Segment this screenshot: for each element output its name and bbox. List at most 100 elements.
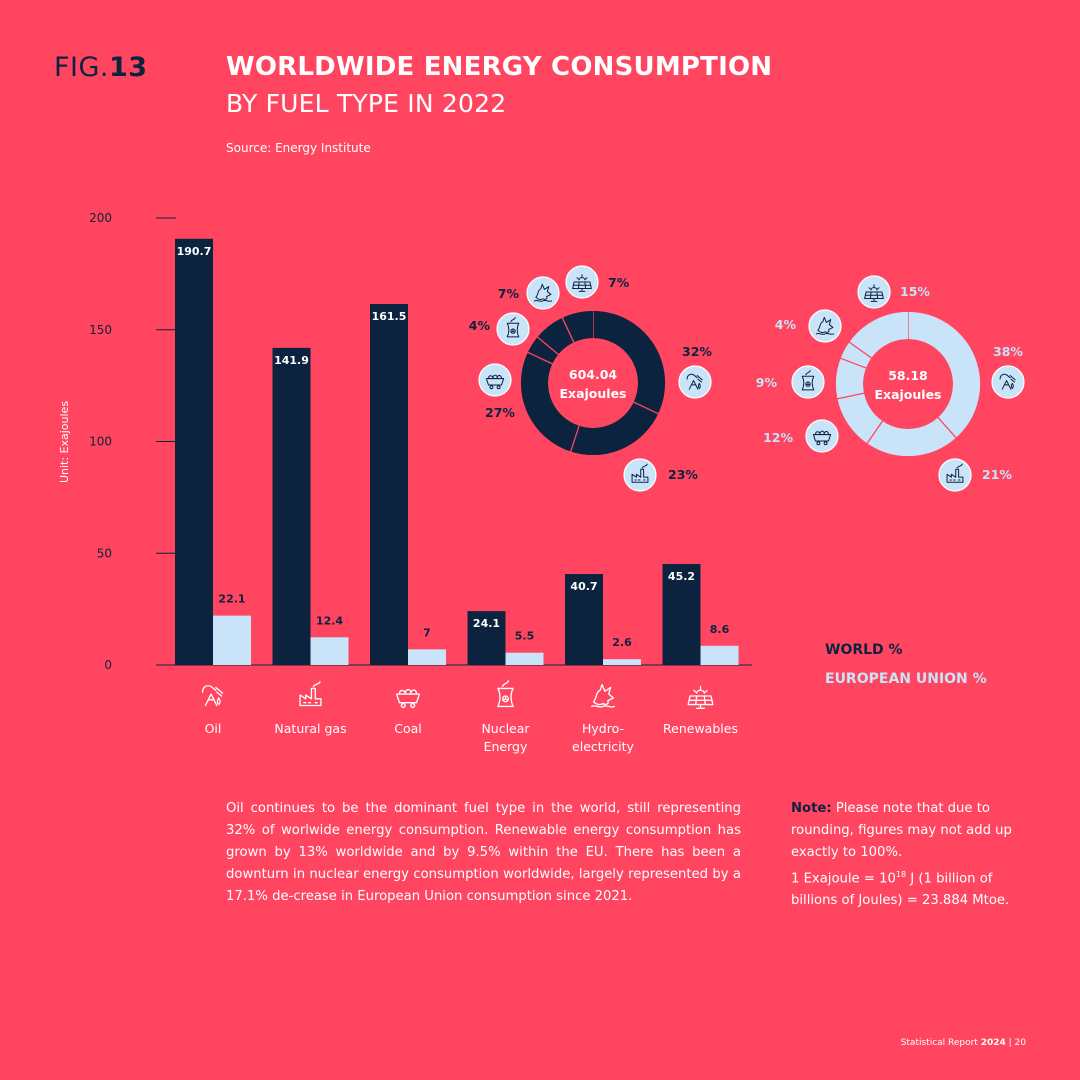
bar-eu-value-label: 12.4 bbox=[316, 614, 343, 627]
factory-icon bbox=[631, 463, 649, 483]
bar-eu bbox=[213, 615, 251, 665]
oil-pump-icon bbox=[201, 685, 224, 707]
bar-eu bbox=[505, 652, 544, 665]
donut-slice-separator bbox=[866, 419, 884, 445]
bar-world bbox=[370, 304, 408, 665]
x-category-label-line: Hydro- bbox=[582, 721, 624, 736]
donut-percent-label: 38% bbox=[993, 344, 1023, 359]
x-category-label-line: electricity bbox=[572, 739, 634, 754]
bar-eu bbox=[310, 637, 349, 665]
donut-percent-label: 9% bbox=[756, 375, 778, 390]
bar-eu bbox=[408, 649, 446, 665]
description-paragraph: Oil continues to be the dominant fuel ty… bbox=[226, 801, 741, 904]
bar-world bbox=[565, 574, 603, 665]
donut-icon-badge bbox=[808, 309, 842, 343]
x-category-label: Oil bbox=[205, 721, 222, 736]
donut-slice bbox=[527, 337, 559, 365]
donut-slice bbox=[521, 352, 580, 452]
footer-report: Statistical Report bbox=[900, 1038, 981, 1048]
bar-world bbox=[175, 238, 213, 665]
bar-eu-value-label: 8.6 bbox=[710, 623, 730, 636]
y-tick-label: 0 bbox=[104, 658, 112, 672]
water-splash-icon bbox=[815, 316, 835, 335]
figure-label: FIG.13 bbox=[54, 52, 148, 83]
donut-center-value: 58.18 bbox=[888, 368, 928, 383]
bar-eu-value-label: 5.5 bbox=[515, 630, 535, 643]
bar-world bbox=[272, 347, 311, 665]
factory-icon bbox=[299, 681, 322, 707]
water-splash-icon bbox=[533, 283, 553, 302]
donut-slice bbox=[537, 317, 575, 355]
note-text: Please note that due to rounding, figure… bbox=[791, 801, 1012, 860]
source-line: Source: Energy Institute bbox=[226, 141, 371, 155]
donut-percent-label: 7% bbox=[608, 275, 630, 290]
note-label: Note: bbox=[791, 801, 832, 816]
x-category-label-line: Natural gas bbox=[274, 721, 346, 736]
coal-cart-icon bbox=[485, 374, 505, 390]
y-tick-label: 200 bbox=[89, 211, 112, 225]
donut-world: 32% 23% 27% 4% 7% 7% 604.04 Exajoules bbox=[469, 265, 712, 492]
solar-panel-icon bbox=[687, 685, 714, 710]
donut-slice-separator bbox=[836, 392, 866, 400]
figure-prefix: FIG. bbox=[54, 52, 109, 83]
y-tick-label: 100 bbox=[89, 435, 112, 449]
figure-number: 13 bbox=[109, 52, 148, 83]
solar-panel-icon bbox=[864, 284, 884, 302]
x-category-label-line: Nuclear bbox=[481, 721, 530, 736]
y-tick-label: 150 bbox=[89, 323, 112, 337]
x-category-label: Natural gas bbox=[274, 721, 346, 736]
nuclear-plant-icon bbox=[497, 680, 514, 708]
legend-eu: EUROPEAN UNION % bbox=[825, 671, 987, 687]
footer-page: | 20 bbox=[1005, 1038, 1026, 1048]
x-category-label: Hydro-electricity bbox=[572, 721, 634, 754]
donut-percent-label: 4% bbox=[469, 318, 491, 333]
donut-center-value: 604.04 bbox=[569, 367, 618, 382]
donut-slice-separator bbox=[936, 416, 958, 439]
donut-slice-separator bbox=[848, 341, 873, 360]
donut-percent-label: 7% bbox=[498, 286, 520, 301]
bar-eu-value-label: 2.6 bbox=[612, 636, 632, 649]
solar-panel-icon bbox=[572, 274, 592, 292]
bar-world-value-label: 45.2 bbox=[668, 570, 695, 583]
x-category-label: Coal bbox=[394, 721, 422, 736]
bar-chart-axes: 0 50 100 150 200 Unit: Exajoules bbox=[58, 211, 752, 672]
donut-slice-separator bbox=[526, 351, 554, 365]
exajoule-suffix: J (1 billion of billions of Joules) = 23… bbox=[791, 871, 1010, 909]
bar-world bbox=[467, 611, 506, 665]
bar-world-value-label: 161.5 bbox=[372, 310, 407, 323]
donut-percent-label: 32% bbox=[682, 344, 712, 359]
donut-icon-badge bbox=[526, 276, 560, 310]
x-category-label-line: Oil bbox=[205, 721, 222, 736]
donut-slice bbox=[840, 342, 872, 369]
oil-pump-icon bbox=[686, 373, 703, 390]
bar-eu-value-label: 22.1 bbox=[218, 593, 245, 606]
x-category-label: Nuclear Energy bbox=[481, 721, 530, 754]
nuclear-plant-icon bbox=[506, 316, 520, 338]
donut-percent-label: 15% bbox=[900, 284, 930, 299]
donut-slice-separator bbox=[561, 316, 575, 344]
bar-chart-bars: 190.7 22.1 Oil 141.9 12.4 Natural gas 161.5 7 Co… bbox=[175, 238, 739, 754]
water-splash-icon bbox=[590, 683, 616, 708]
coal-cart-icon bbox=[395, 688, 421, 709]
donut-slice bbox=[562, 311, 594, 343]
donut-slice bbox=[592, 311, 665, 414]
x-category-label: Renewables bbox=[663, 721, 738, 736]
exajoule-prefix: 1 Exajoule = 10 bbox=[791, 871, 896, 887]
donut-icon-badge bbox=[678, 365, 712, 399]
x-category-label-line: Renewables bbox=[663, 721, 738, 736]
donut-slice bbox=[570, 401, 659, 455]
bar-eu-value-label: 7 bbox=[423, 626, 431, 639]
bar-world bbox=[662, 563, 701, 665]
legend-world: WORLD % bbox=[825, 642, 903, 658]
bar-eu bbox=[603, 659, 641, 665]
donut-icon-badge bbox=[805, 419, 839, 453]
donut-center-unit: Exajoules bbox=[559, 386, 626, 401]
y-axis-label: Unit: Exajoules bbox=[58, 401, 71, 483]
donut-icon-badge bbox=[623, 458, 657, 492]
x-category-label-line: Coal bbox=[394, 721, 422, 736]
factory-icon bbox=[946, 463, 964, 483]
note-paragraph: Note: Please note that due to rounding, … bbox=[791, 798, 1031, 912]
donut-slice bbox=[837, 392, 884, 444]
donut-slice bbox=[907, 312, 980, 438]
